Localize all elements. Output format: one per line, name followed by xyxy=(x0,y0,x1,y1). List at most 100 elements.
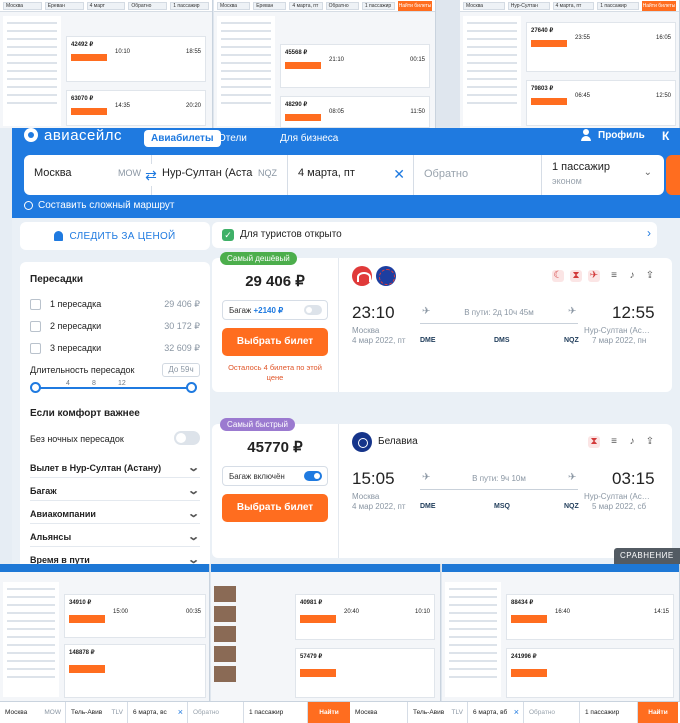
share-icon[interactable]: ⇪ xyxy=(645,270,655,281)
origin-field[interactable]: Москва MOW xyxy=(0,701,66,723)
destination-field[interactable]: Тель-Авив TLV xyxy=(408,701,468,723)
origin-field[interactable]: Москва xyxy=(350,701,408,723)
thumbnail-search-bar: Москва Ереван 4 март Обратно 1 пассажир xyxy=(0,0,212,12)
share-icon[interactable]: ⇪ xyxy=(645,436,655,447)
search-button[interactable] xyxy=(666,155,680,195)
filter-section[interactable]: Время в пути ⌄ xyxy=(30,552,200,564)
filter-section[interactable]: Авиакомпании ⌄ xyxy=(30,506,200,524)
arrival-city: Нур-Султан (Ас… xyxy=(584,326,650,335)
checkbox[interactable] xyxy=(30,321,41,332)
thumb-sidebar xyxy=(463,16,521,126)
thumb-time: 16:40 xyxy=(555,609,571,615)
tab-hotels[interactable]: Отели xyxy=(218,133,247,144)
baggage-option[interactable]: Багаж +2140 ₽ xyxy=(222,300,328,320)
layover-slider-track[interactable] xyxy=(34,387,190,389)
thumb-time: 16:05 xyxy=(655,35,671,41)
origin-value: Москва xyxy=(34,167,72,179)
thumb-price: 88434 ₽ xyxy=(511,600,534,606)
return-field[interactable]: Обратно xyxy=(188,701,244,723)
complex-route-link[interactable]: Составить сложный маршрут xyxy=(24,200,175,211)
profile-button[interactable]: Профиль xyxy=(580,129,645,141)
chevron-right-icon: › xyxy=(647,226,651,240)
transfer-label: 1 пересадка xyxy=(50,299,102,309)
checkbox[interactable] xyxy=(30,343,41,354)
slider-tick: 4 xyxy=(64,380,72,387)
return-field[interactable]: Обратно xyxy=(524,701,580,723)
search-button[interactable]: Найти билеты xyxy=(638,701,678,723)
thumb-ticket: 148878 ₽ xyxy=(64,644,206,698)
tab-flights[interactable]: Авиабилеты xyxy=(144,130,221,147)
select-ticket-button[interactable]: Выбрать билет xyxy=(222,328,328,356)
return-date-field[interactable]: Обратно xyxy=(414,155,542,195)
passengers-field[interactable]: 1 пассажир xyxy=(580,701,638,723)
transfer-option[interactable]: 3 пересадки 32 609 ₽ xyxy=(30,342,200,356)
ticket-card[interactable]: Самый дешёвый 29 406 ₽ Багаж +2140 ₽ Выб… xyxy=(212,252,672,392)
thumb-time: 20:20 xyxy=(185,103,201,109)
baggage-toggle[interactable] xyxy=(304,305,322,315)
baggage-label: Багаж включён xyxy=(229,472,285,481)
transfer-label: 3 пересадки xyxy=(50,343,102,353)
baggage-toggle[interactable] xyxy=(304,471,322,481)
transfer-option[interactable]: 2 пересадки 30 172 ₽ xyxy=(30,320,200,334)
select-ticket-button[interactable]: Выбрать билет xyxy=(222,494,328,522)
slider-tick: 12 xyxy=(116,380,128,387)
checkbox[interactable] xyxy=(30,299,41,310)
thumb-field: 1 пассажир xyxy=(597,1,639,10)
profile-label: Профиль xyxy=(598,129,645,141)
add-to-compare-icon[interactable]: ≡ xyxy=(611,436,617,447)
bell-icon[interactable]: ♪ xyxy=(629,436,635,447)
origin-field[interactable]: Москва MOW xyxy=(24,155,152,195)
close-icon[interactable]: ✕ xyxy=(393,166,405,182)
bell-icon[interactable]: ♪ xyxy=(629,270,635,281)
passengers-field[interactable]: 1 пассажир xyxy=(244,701,308,723)
date-field[interactable]: 6 марта, вс × xyxy=(128,701,188,723)
track-price-button[interactable]: СЛЕДИТЬ ЗА ЦЕНОЙ xyxy=(20,222,210,250)
slider-handle-min[interactable] xyxy=(30,382,41,393)
airport-code: MSQ xyxy=(494,503,510,510)
slider-handle-max[interactable] xyxy=(186,382,197,393)
thumb-ticket: 45568 ₽ 21:10 00:15 xyxy=(280,44,430,88)
thumb-price: 34910 ₽ xyxy=(69,600,92,606)
thumb-price: 241996 ₽ xyxy=(511,654,537,660)
filter-section[interactable]: Альянсы ⌄ xyxy=(30,529,200,547)
notice-text: Для туристов открыто xyxy=(240,229,342,240)
transfer-option[interactable]: 1 пересадка 29 406 ₽ xyxy=(30,298,200,312)
passengers-field[interactable]: 1 пассажир эконом ⌄ xyxy=(542,155,664,195)
track-price-label: СЛЕДИТЬ ЗА ЦЕНОЙ xyxy=(69,230,176,242)
add-to-compare-icon[interactable]: ≡ xyxy=(611,270,617,281)
baggage-option[interactable]: Багаж включён xyxy=(222,466,328,486)
slider-tick: 8 xyxy=(90,380,98,387)
thumb-search-button: Найти билеты xyxy=(642,0,676,11)
thumb-field: 4 марта, пт xyxy=(552,1,595,10)
filter-section[interactable]: Багаж ⌄ xyxy=(30,483,200,501)
swap-icon[interactable]: ⇄ xyxy=(145,164,157,186)
filter-section[interactable]: Вылет в Нур-Султан (Астану) ⌄ xyxy=(30,460,200,478)
thumb-ticket: 40981 ₽ 20:40 10:10 xyxy=(295,594,435,640)
thumb-ticket: 57479 ₽ xyxy=(295,648,435,698)
arrival-date: 7 мар 2022, пн xyxy=(592,336,647,345)
thumb-time: 15:00 xyxy=(113,609,129,615)
search-button[interactable]: Найти билеты xyxy=(308,701,350,723)
destination-field[interactable]: Нур-Султан (Аста NQZ xyxy=(152,155,288,195)
airline-logo xyxy=(376,266,396,286)
thumb-field: Москва xyxy=(217,1,251,10)
tab-business[interactable]: Для бизнеса xyxy=(280,133,339,144)
compare-tickets-button[interactable]: СРАВНЕНИЕ БИЛЕТ xyxy=(614,548,680,564)
destination-field[interactable]: Тель-Авив TLV xyxy=(66,701,128,723)
depart-date-field[interactable]: 4 марта, пт ✕ xyxy=(288,155,414,195)
top-collage: Москва Ереван 4 март Обратно 1 пассажир … xyxy=(0,0,680,128)
tourist-notice[interactable]: ✓ Для туристов открыто › xyxy=(212,222,657,248)
thumb-field: 1 пассажир xyxy=(361,1,396,10)
chevron-down-icon: ⌄ xyxy=(643,167,652,178)
no-night-toggle[interactable] xyxy=(174,431,200,445)
airport-code: NQZ xyxy=(564,337,579,344)
thumb-time: 06:45 xyxy=(575,93,591,99)
date-field[interactable]: 6 марта, вб × xyxy=(468,701,524,723)
thumb-time: 23:55 xyxy=(575,35,591,41)
thumbnail-screen: Москва Нур-Султан 4 марта, пт 1 пассажир… xyxy=(460,0,680,128)
ticket-card[interactable]: Самый быстрый 45770 ₽ Багаж включён Выбр… xyxy=(212,418,672,558)
logo-icon xyxy=(24,128,38,142)
layover-max[interactable]: До 59ч xyxy=(162,363,200,377)
thumb-price: 27640 ₽ xyxy=(531,28,554,34)
logo[interactable]: авиасейлс xyxy=(24,128,122,144)
